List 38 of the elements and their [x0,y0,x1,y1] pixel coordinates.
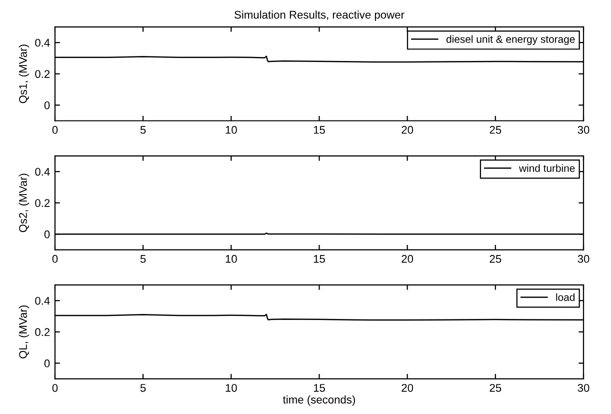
x-tick-label: 25 [490,384,502,392]
y-tick-label: 0.2 [35,328,50,336]
x-tick-label: 20 [402,384,414,392]
x-tick-label: 0 [52,254,58,263]
x-tick-label: 25 [490,254,502,263]
y-tick-label: 0 [44,359,50,368]
x-tick-label: 30 [578,126,590,134]
legend-label: load [556,293,574,301]
x-axis-title: time (seconds) [282,395,355,406]
x-tick-label: 30 [578,384,590,392]
x-tick-label: 10 [226,384,237,392]
chart-title: Simulation Results, reactive power [234,10,404,21]
y-axis-title: Qs2, (MVar) [18,174,30,232]
x-tick-label: 0 [52,126,58,134]
y-tick-label: 0 [44,230,50,238]
x-tick-label: 0 [52,384,58,392]
x-tick-label: 5 [140,126,146,134]
y-axis-title: Qs1, (MVar) [18,44,30,104]
x-tick-label: 25 [490,126,502,134]
x-tick-label: 15 [314,255,325,263]
x-tick-label: 30 [578,254,590,263]
y-axis-title: QL, (MVar) [18,306,30,358]
x-tick-label: 15 [314,126,325,134]
legend-label: diesel unit & energy storage [446,35,575,45]
x-tick-label: 5 [140,255,146,263]
y-tick-label: 0 [44,101,50,110]
y-tick-label: 0.4 [35,296,50,305]
x-tick-label: 20 [402,254,414,263]
y-tick-label: 0.2 [35,70,50,78]
y-tick-label: 0.4 [35,168,50,176]
x-tick-label: 10 [226,126,237,134]
legend-label: wind turbine [518,164,575,172]
x-tick-label: 20 [402,126,414,134]
x-tick-label: 15 [314,384,325,392]
x-tick-label: 10 [226,254,237,263]
y-tick-label: 0.2 [35,199,50,207]
x-tick-label: 5 [140,384,146,392]
y-tick-label: 0.4 [35,38,50,47]
